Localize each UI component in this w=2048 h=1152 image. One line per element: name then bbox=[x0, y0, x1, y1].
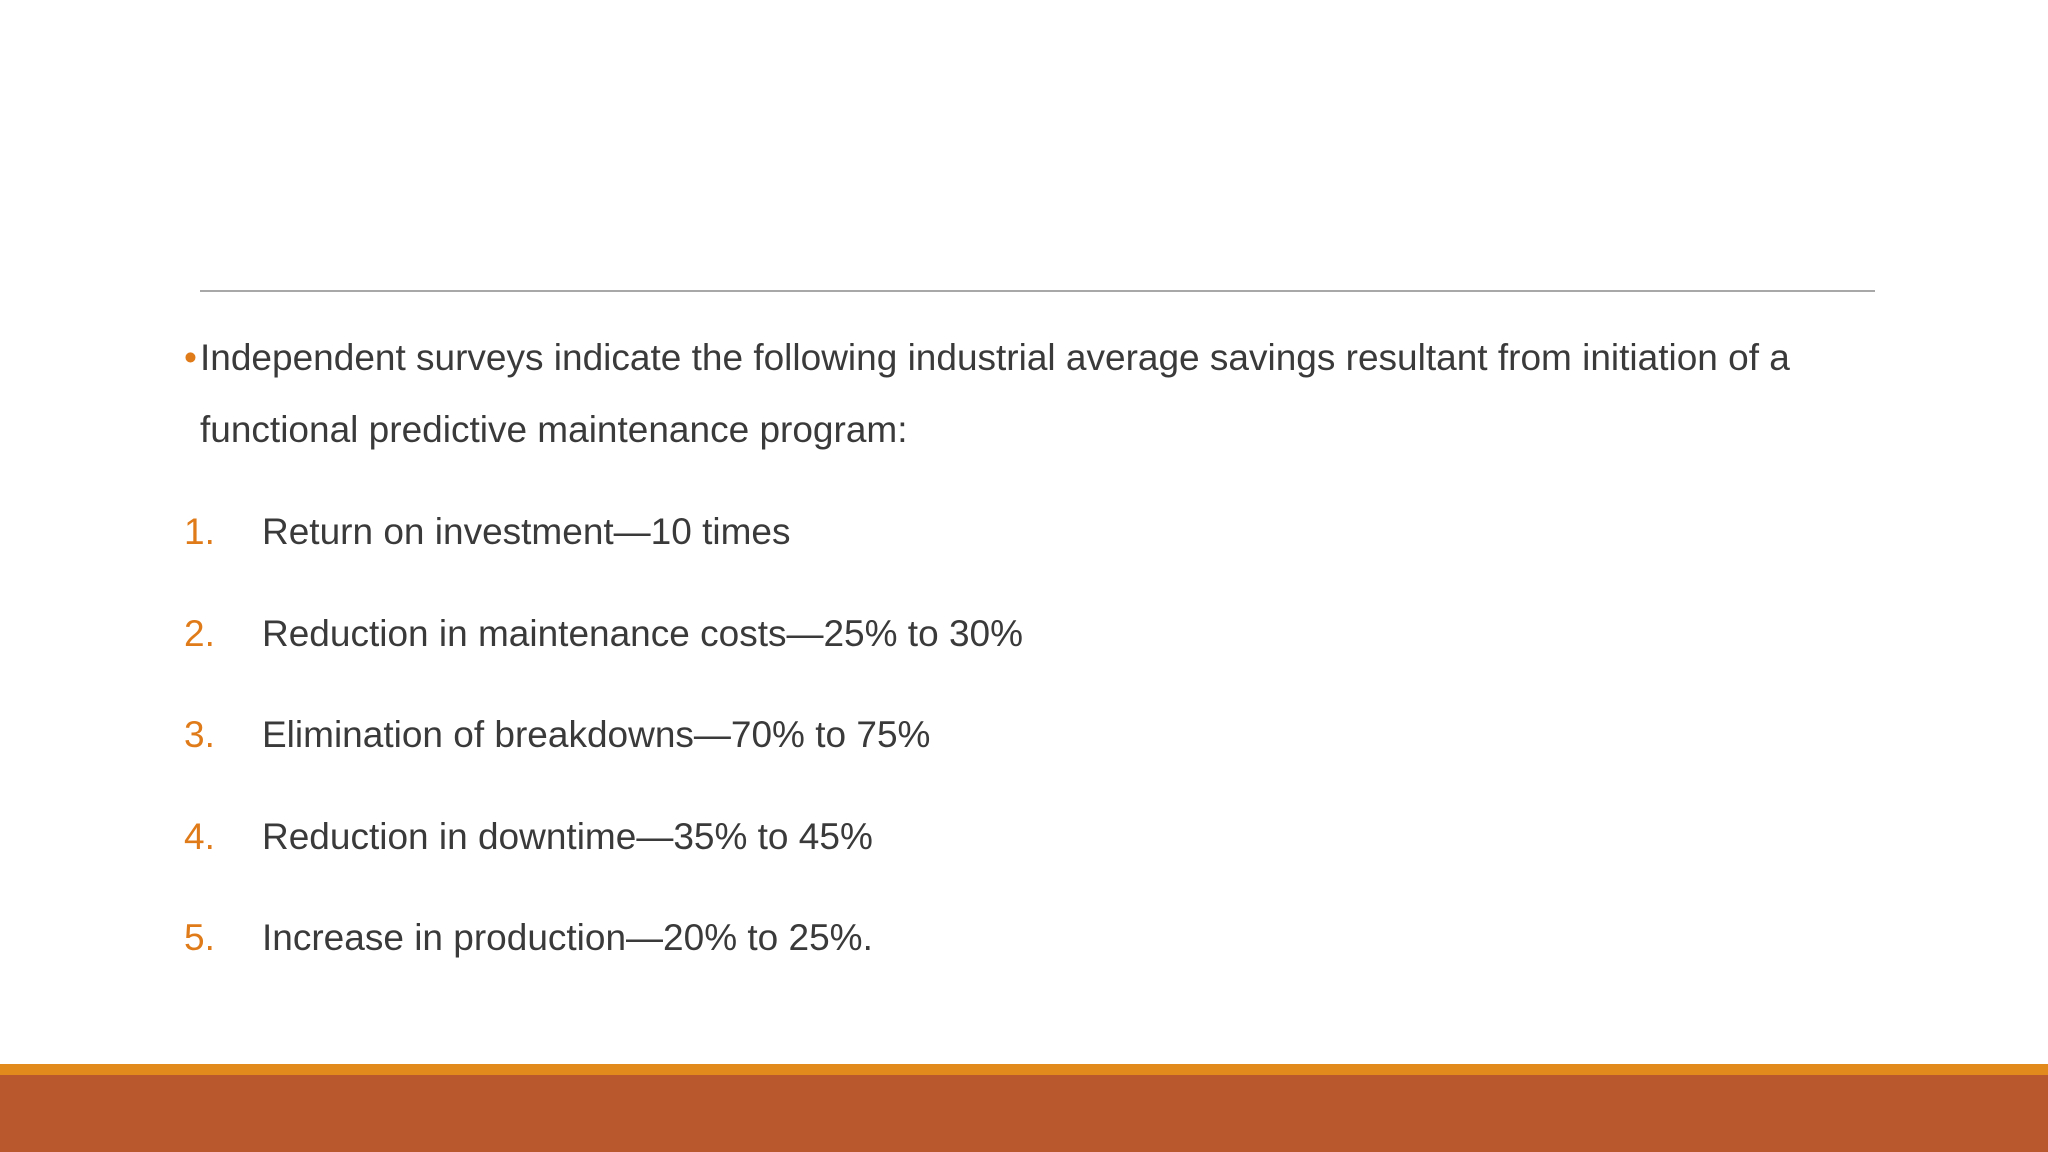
list-text: Increase in production—20% to 25%. bbox=[262, 917, 873, 958]
intro-paragraph: • Independent surveys indicate the follo… bbox=[184, 322, 1884, 466]
intro-text: Independent surveys indicate the followi… bbox=[200, 337, 1790, 450]
list-item: 3. Elimination of breakdowns—70% to 75% bbox=[184, 699, 1884, 801]
title-divider bbox=[200, 290, 1875, 292]
slide-body: • Independent surveys indicate the follo… bbox=[184, 322, 1884, 1004]
list-number: 5. bbox=[184, 917, 215, 958]
savings-list: 1. Return on investment—10 times 2. Redu… bbox=[184, 496, 1884, 1004]
list-text: Elimination of breakdowns—70% to 75% bbox=[262, 714, 931, 755]
list-item: 4. Reduction in downtime—35% to 45% bbox=[184, 801, 1884, 903]
list-number: 4. bbox=[184, 815, 215, 857]
list-item: 2. Reduction in maintenance costs—25% to… bbox=[184, 598, 1884, 700]
list-number: 3. bbox=[184, 714, 215, 755]
list-item: 5. Increase in production—20% to 25%. bbox=[184, 902, 1884, 1004]
list-text: Return on investment—10 times bbox=[262, 511, 791, 552]
list-number: 2. bbox=[184, 612, 215, 654]
footer-accent-stripe bbox=[0, 1064, 2048, 1075]
list-text: Reduction in maintenance costs—25% to 30… bbox=[262, 612, 1023, 654]
list-number: 1. bbox=[184, 511, 215, 552]
list-text: Reduction in downtime—35% to 45% bbox=[262, 815, 873, 857]
footer-band bbox=[0, 1075, 2048, 1152]
list-item: 1. Return on investment—10 times bbox=[184, 496, 1884, 598]
bullet-icon: • bbox=[184, 337, 197, 378]
